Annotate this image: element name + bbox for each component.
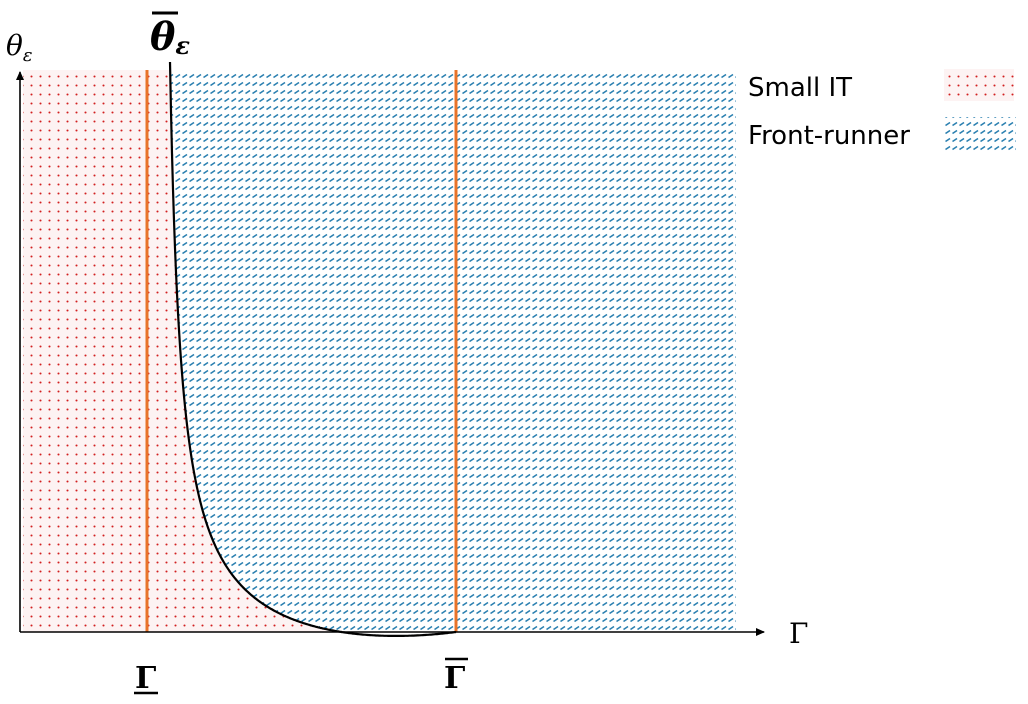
svg-text:θε: θε: [150, 14, 190, 60]
y-axis-label: θε: [6, 29, 33, 66]
legend-front-runner-swatch: [944, 117, 1016, 151]
legend-small-it-label: Small IT: [748, 73, 852, 103]
upper-gamma-label: Γ: [444, 657, 468, 696]
small-it-region: [23, 70, 456, 632]
plot-regions: [23, 70, 736, 632]
legend: Small IT Front-runner: [748, 69, 1016, 151]
legend-front-runner-label: Front-runner: [748, 121, 910, 151]
curve-label: θε: [150, 11, 190, 60]
x-axis-label: Γ: [789, 617, 808, 650]
svg-text:Γ: Γ: [444, 661, 465, 696]
lower-gamma-label: Γ: [134, 661, 158, 696]
svg-text:Γ: Γ: [135, 661, 156, 696]
legend-small-it-swatch: [944, 69, 1014, 101]
theta-threshold-curve: [168, 61, 457, 637]
